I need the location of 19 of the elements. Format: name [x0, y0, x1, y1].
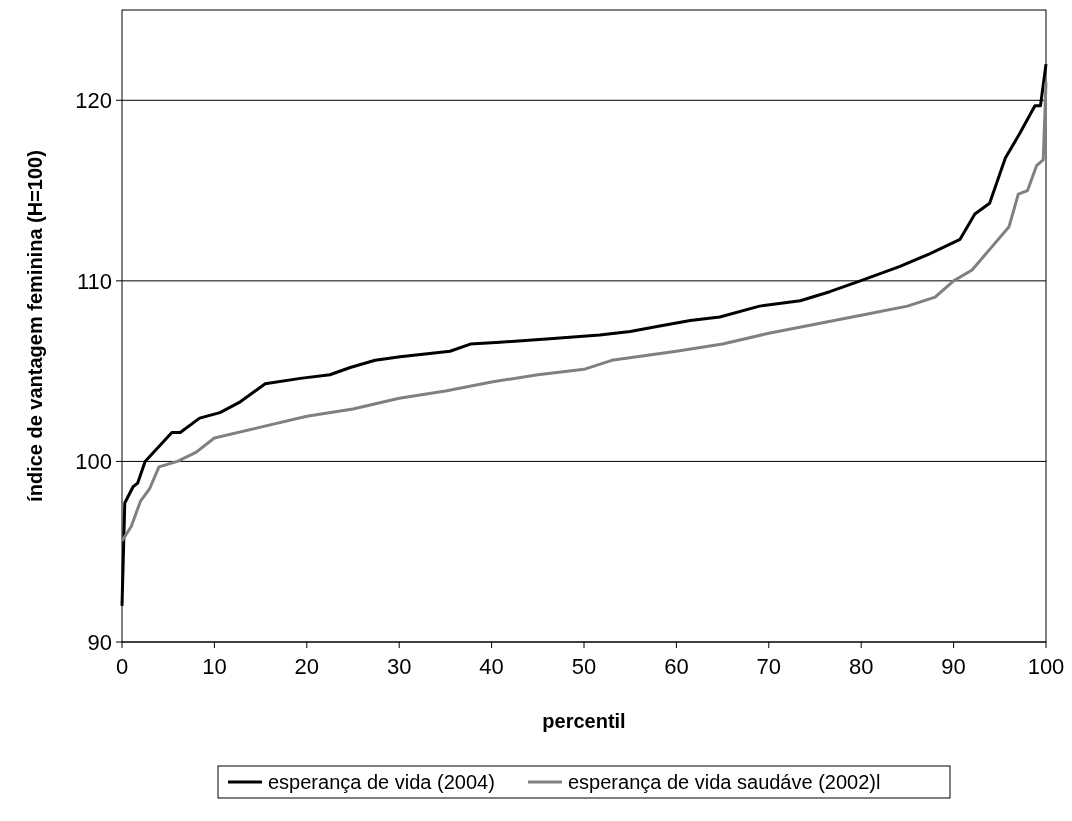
y-tick-label: 120	[75, 87, 112, 113]
x-tick-label: 40	[479, 654, 504, 679]
y-axis-title: índice de vantagem feminina (H=100)	[24, 150, 46, 502]
x-axis-title: percentil	[542, 710, 626, 732]
x-tick-label: 30	[386, 654, 412, 679]
legend-label: esperança de vida (2004)	[268, 771, 495, 793]
x-tick-label: 80	[848, 654, 874, 679]
y-tick-label: 110	[76, 268, 112, 294]
x-tick-label: 20	[294, 654, 320, 679]
x-tick-label: 0	[115, 654, 129, 679]
x-tick-label: 60	[664, 654, 689, 679]
x-tick-label: 90	[941, 654, 966, 679]
y-tick-label: 100	[75, 449, 112, 475]
x-tick-label: 10	[202, 654, 227, 679]
x-tick-label: 70	[756, 654, 782, 679]
x-tick-label: 100	[1027, 654, 1065, 679]
y-tick-label: 90	[87, 629, 112, 655]
x-tick-label: 50	[571, 654, 597, 679]
legend-label: esperança de vida saudáve (2002)l	[568, 771, 881, 793]
